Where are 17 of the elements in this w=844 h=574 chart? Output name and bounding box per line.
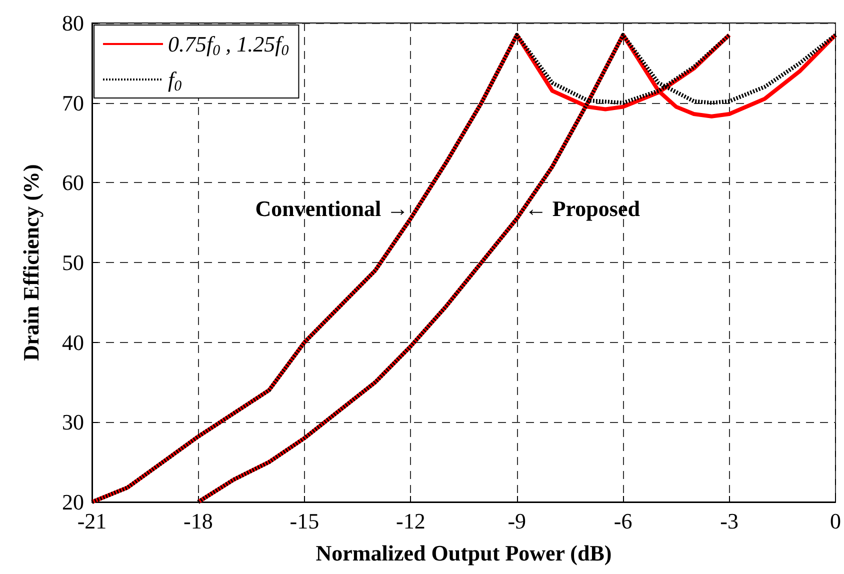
x-tick-label: -9 [508, 508, 526, 534]
x-tick-label: -6 [614, 508, 632, 534]
x-axis-title: Normalized Output Power (dB) [316, 540, 612, 566]
x-tick-label: -18 [184, 508, 213, 534]
x-tick-label: 0 [830, 508, 841, 534]
annotation: ← Proposed [524, 196, 640, 222]
y-tick-label: 60 [62, 170, 84, 196]
y-tick-label: 80 [62, 10, 84, 36]
y-tick-label: 40 [62, 330, 84, 355]
annotation: Conventional → [255, 196, 409, 222]
y-axis-title: Drain Efficiency (%) [18, 164, 44, 361]
y-tick-label: 70 [62, 90, 84, 116]
y-tick-label: 50 [62, 250, 84, 275]
x-tick-label: -15 [290, 508, 320, 534]
y-tick-label: 30 [62, 410, 84, 435]
x-tick-label: -3 [720, 508, 738, 534]
x-tick-label: -12 [396, 508, 426, 534]
